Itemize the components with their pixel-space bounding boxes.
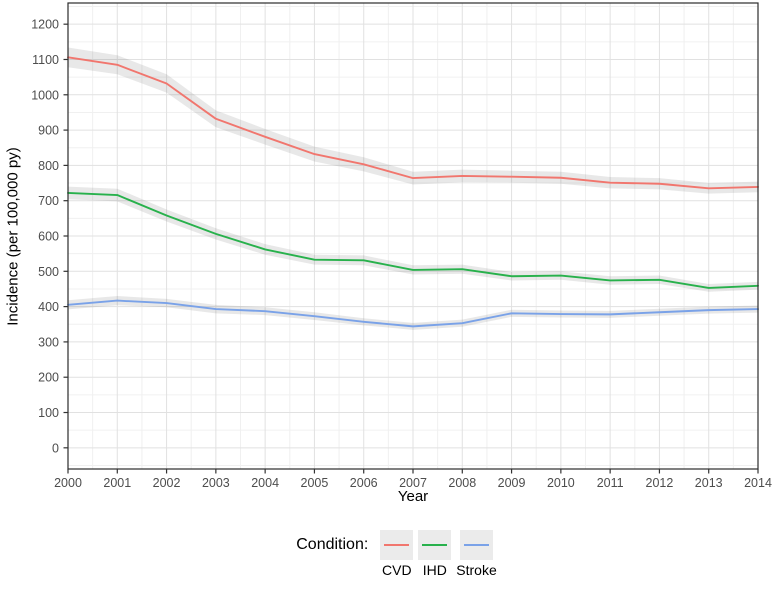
legend-key-swatch — [460, 530, 494, 560]
x-tick-label: 2008 — [448, 476, 476, 490]
x-tick-label: 2007 — [399, 476, 427, 490]
y-tick-label: 400 — [38, 300, 59, 314]
line-chart: 0 100 200 300 400 500 600 700 800 900 1000 1100 1200… — [31, 2, 772, 490]
legend-item-label: CVD — [382, 562, 412, 578]
y-tick-label: 600 — [38, 230, 59, 244]
y-tick-label: 200 — [38, 371, 59, 385]
legend-item-label: IHD — [422, 562, 447, 578]
x-tick-label: 2001 — [103, 476, 131, 490]
x-tick-label: 2000 — [54, 476, 82, 490]
y-tick-label: 300 — [38, 335, 59, 349]
x-tick-label: 2002 — [153, 476, 181, 490]
x-tick-label: 2005 — [301, 476, 329, 490]
series-line-stroke — [67, 299, 759, 328]
x-tick-label: 2014 — [744, 476, 772, 490]
y-tick-label: 100 — [38, 406, 59, 420]
y-tick-label: 800 — [38, 159, 59, 173]
x-tick-label: 2013 — [695, 476, 723, 490]
legend-key-line — [384, 544, 410, 546]
y-tick-label: 1000 — [31, 88, 59, 102]
series-line-cvd — [67, 56, 759, 190]
x-tick-label: 2006 — [350, 476, 378, 490]
x-tick-label: 2009 — [498, 476, 526, 490]
legend-key-swatch — [380, 530, 414, 560]
x-tick-label: 2012 — [646, 476, 674, 490]
legend-item-cvd: CVD — [380, 530, 414, 578]
x-tick-label: 2010 — [547, 476, 575, 490]
y-tick-label: 900 — [38, 124, 59, 138]
x-tick-label: 2004 — [251, 476, 279, 490]
y-tick-label: 1200 — [31, 18, 59, 32]
x-tick-label: 2003 — [202, 476, 230, 490]
legend-key-line — [464, 544, 490, 546]
legend-key-line — [422, 544, 448, 546]
legend-item-ihd: IHD — [418, 530, 452, 578]
series-line-ihd — [67, 191, 759, 289]
x-axis-title: Year — [397, 488, 429, 505]
y-tick-label: 500 — [38, 265, 59, 279]
y-tick-label: 0 — [52, 441, 59, 455]
legend-item-stroke: Stroke — [456, 530, 497, 578]
y-axis-title: Incidence (per 100,000 py) — [4, 147, 22, 326]
legend: Condition: CVD IHD Stroke — [0, 530, 775, 578]
x-tick-label: 2011 — [597, 476, 624, 490]
y-tick-label: 1100 — [32, 53, 59, 67]
legend-title: Condition: — [296, 536, 369, 553]
legend-item-label: Stroke — [456, 562, 497, 578]
legend-key-swatch — [418, 530, 452, 560]
ci-band-stroke — [68, 296, 758, 330]
legend-items: CVD IHD Stroke — [380, 530, 497, 578]
y-tick-label: 700 — [38, 194, 59, 208]
